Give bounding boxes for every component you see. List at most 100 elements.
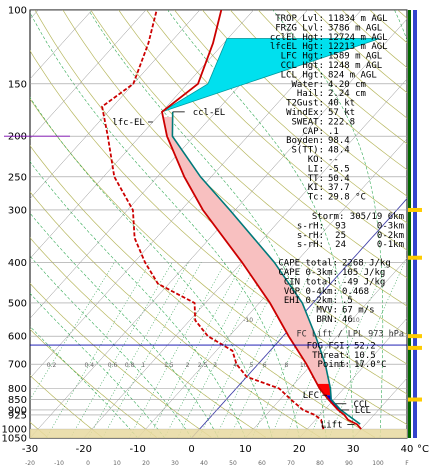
fc-header: FC Lift / LPL 973 hPa [297, 329, 404, 339]
moist-adiabat [30, 255, 192, 438]
param-value: 50.4 [328, 174, 350, 184]
pressure-tick-label: 850 [8, 395, 27, 406]
param-value: 4.20 cm [328, 80, 366, 90]
mixing-ratio-label: 4 [233, 362, 237, 369]
mixing-ratio-line [177, 262, 270, 438]
fahrenheit-tick-label: 90 [345, 460, 353, 467]
param-label: CAP: [302, 127, 324, 137]
dry-adiabat [30, 145, 377, 438]
axes: 1001502002503004005006007008008509009251… [2, 6, 429, 468]
moist-adiabat [30, 12, 300, 438]
moist-adiabat [272, 10, 384, 438]
dry-adiabat [118, 10, 407, 279]
param-label: TT: [308, 174, 324, 184]
temperature-tick-label: 30 [347, 444, 360, 455]
param-value: 824 m AGL [328, 70, 377, 80]
cape-value: 67 m/s [342, 306, 375, 316]
mixing-ratio-line [269, 262, 353, 438]
wind-marker [408, 397, 422, 402]
temperature-tick-label: 40 [401, 444, 414, 455]
dry-adiabat [30, 374, 104, 438]
mixing-ratio-label: 0.8 [125, 362, 135, 369]
param-label: LCL Hgt: [281, 70, 324, 80]
cape-label: CAPE total: [278, 259, 338, 269]
param-label: CCL Hgt: [281, 61, 324, 71]
dry-adiabat [146, 10, 407, 251]
parameter-panel: TROP Lvl: 11834 m AGL FRZG Lvl: 3786 m AGL c… [270, 14, 404, 370]
param-label: Water: [291, 80, 324, 90]
wind-marker [408, 207, 422, 212]
srh-layer: 0-3km [377, 221, 404, 231]
dry-adiabat [202, 10, 407, 197]
fahrenheit-tick-label: -20 [25, 460, 35, 467]
fahrenheit-tick-label: 60 [258, 460, 266, 467]
isotherm [83, 78, 407, 438]
cape-value: -49 J/kg [342, 277, 385, 287]
x-axis-unit: °C [417, 444, 429, 455]
mixing-ratio-line [198, 262, 289, 438]
param-value: 57 kt [328, 108, 355, 118]
wind-strip-green [408, 10, 411, 438]
cape-value: 0.468 [342, 287, 369, 297]
cape-cin-fills [30, 38, 407, 438]
profile-curves [101, 10, 362, 430]
srh-value: 25 [335, 231, 346, 241]
param-value: 11834 m AGL [328, 14, 388, 24]
param-label: Hail: [297, 89, 324, 99]
param-value: -- [328, 155, 339, 165]
dry-adiabat [30, 98, 407, 425]
fahrenheit-tick-label: 40 [200, 460, 208, 467]
fahrenheit-tick-label: 70 [287, 460, 295, 467]
param-label: LFC Hgt: [281, 52, 324, 62]
mixing-ratio-line [128, 262, 226, 438]
environment_dewpoint-line [101, 10, 325, 430]
param-label: FRZG Lvl: [275, 23, 324, 33]
cape-label: BRN: [316, 315, 338, 325]
pressure-tick-label: 925 [8, 410, 27, 421]
fahrenheit-tick-label: 50 [229, 460, 237, 467]
marker-label: LFC [303, 391, 319, 401]
mixing-ratio-label: 1.5 [164, 362, 174, 369]
param-value: 29.8 °C [328, 193, 366, 203]
mixing-ratio-label: 20 [356, 362, 364, 369]
pressure-tick-label: 500 [8, 298, 27, 309]
wind-marker [408, 345, 422, 350]
pressure-tick-label: 200 [8, 132, 27, 143]
fahrenheit-tick-label: 20 [142, 460, 150, 467]
fahrenheit-tick-label: 30 [171, 460, 179, 467]
temperature-tick-label: 20 [293, 444, 306, 455]
temperature-tick-label: -20 [76, 444, 92, 455]
param-value: 2.24 cm [328, 89, 366, 99]
parcel_ascent-line [171, 111, 361, 425]
pressure-tick-label: 800 [8, 384, 27, 395]
fahrenheit-tick-label: -10 [54, 460, 64, 467]
temperature-tick-label: -10 [130, 444, 146, 455]
param-value: 12213 m AGL [328, 42, 388, 52]
mixing-ratio-label: 6 [263, 362, 267, 369]
dry-adiabat [90, 10, 407, 307]
param-label: TROP Lvl: [275, 14, 324, 24]
marker-label: LCL [355, 406, 371, 416]
isotherm [245, 258, 407, 438]
fog-label: FOG FSI: [307, 341, 350, 351]
param-label: KI: [308, 183, 324, 193]
param-value: 40 kt [328, 99, 355, 109]
mixing-ratio-label: 0.4 [84, 362, 94, 369]
fog-value: 17.0°C [354, 360, 387, 370]
moist-adiabat [30, 161, 246, 438]
pressure-tick-label: 250 [8, 172, 27, 183]
mixing-ratio-label: 3 [213, 362, 217, 369]
upper-cape-area [161, 38, 380, 113]
cape-value: 46 [342, 315, 353, 325]
param-label: S(TT): [291, 146, 324, 156]
isotherm [30, 10, 200, 199]
wind-marker [408, 334, 422, 339]
pressure-tick-label: 1050 [2, 434, 27, 445]
fahrenheit-tick-label: F [405, 460, 409, 467]
pressure-tick-label: 1000 [2, 425, 27, 436]
fahrenheit-tick-label: 10 [113, 460, 121, 467]
param-label: LI: [308, 164, 324, 174]
temperature-tick-label: 10 [239, 444, 252, 455]
